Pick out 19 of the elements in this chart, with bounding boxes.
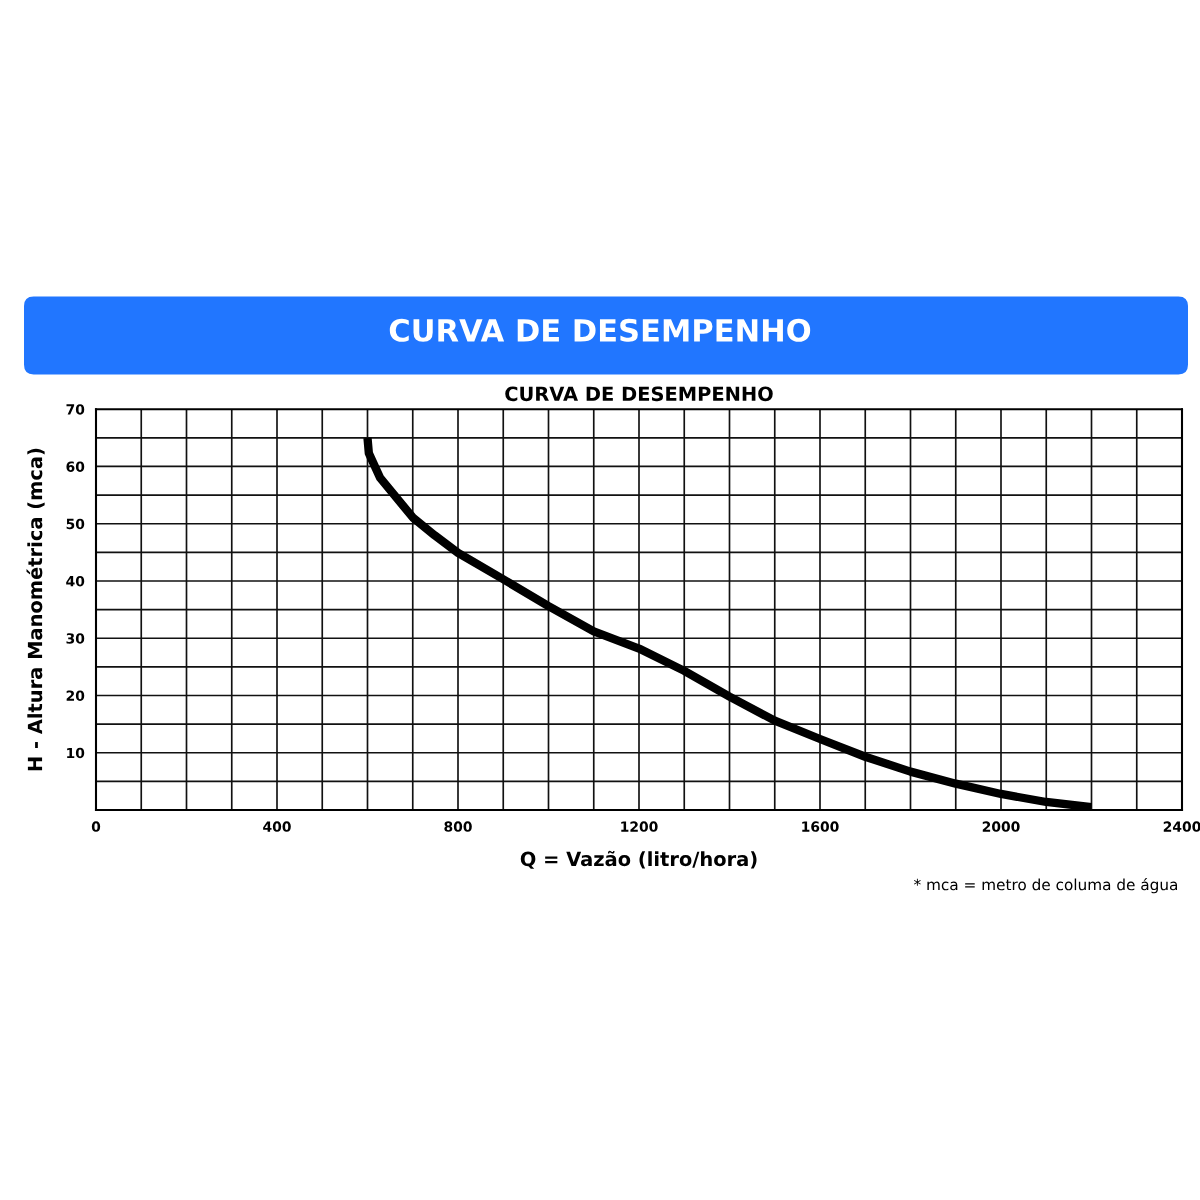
chart-title: CURVA DE DESEMPENHO <box>389 318 811 342</box>
y-tick-label: 10 <box>67 747 85 759</box>
y-axis-title: H - Altura Manométrica (mca) <box>26 448 45 771</box>
y-tick-label: 50 <box>66 518 85 530</box>
x-tick-label: 2400 <box>1163 821 1200 832</box>
x-tick-label: 2000 <box>982 821 1020 832</box>
x-tick-label: 0 <box>91 821 101 832</box>
y-tick-label: 60 <box>66 461 85 472</box>
x-tick-label: 800 <box>444 821 472 832</box>
x-axis-title: Q = Vazão (litro/hora) <box>520 850 757 869</box>
x-tick-label: 400 <box>263 821 291 832</box>
x-tick-label: 1600 <box>802 821 839 832</box>
y-tick-label: 20 <box>66 690 85 701</box>
y-tick-label: 30 <box>66 633 85 644</box>
y-tick-label: 40 <box>66 575 85 587</box>
y-tick-label: 70 <box>66 404 85 415</box>
text: * mca = metro de columa de água <box>914 877 1178 894</box>
x-tick-label: 1200 <box>621 821 658 832</box>
chart-subtitle: CURVA DE DESEMPENHO <box>505 386 773 402</box>
